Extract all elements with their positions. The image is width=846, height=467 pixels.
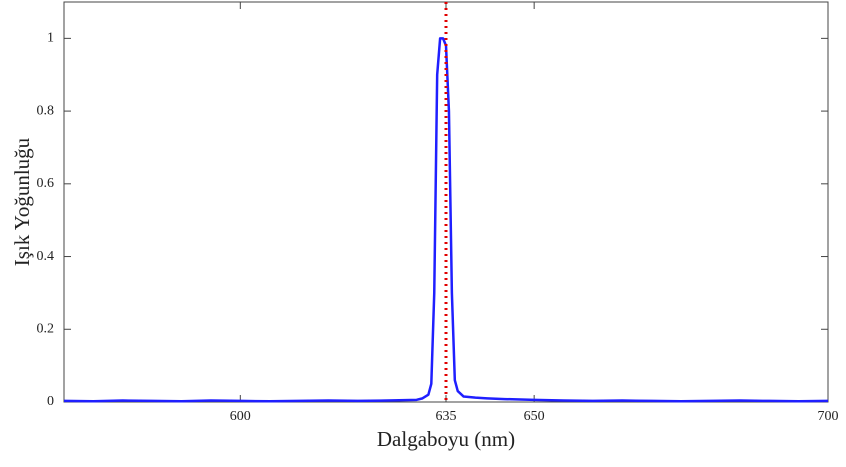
spectrum-line [63, 37, 829, 403]
y-tick-label: 1 [47, 31, 54, 46]
y-tick-label: 0.6 [37, 176, 55, 191]
y-axis-label: Işık Yoğunluğu [10, 137, 34, 266]
x-tick-label: 650 [524, 409, 545, 424]
x-tick-label: 600 [230, 409, 251, 424]
y-tick-label: 0 [47, 394, 54, 409]
x-tick-label: 635 [436, 409, 457, 424]
x-tick-label: 700 [818, 409, 839, 424]
y-tick-label: 0.8 [37, 103, 55, 118]
x-axis-label: Dalgaboyu (nm) [377, 427, 515, 451]
y-tick-label: 0.2 [37, 321, 55, 336]
y-tick-label: 0.4 [37, 249, 55, 264]
